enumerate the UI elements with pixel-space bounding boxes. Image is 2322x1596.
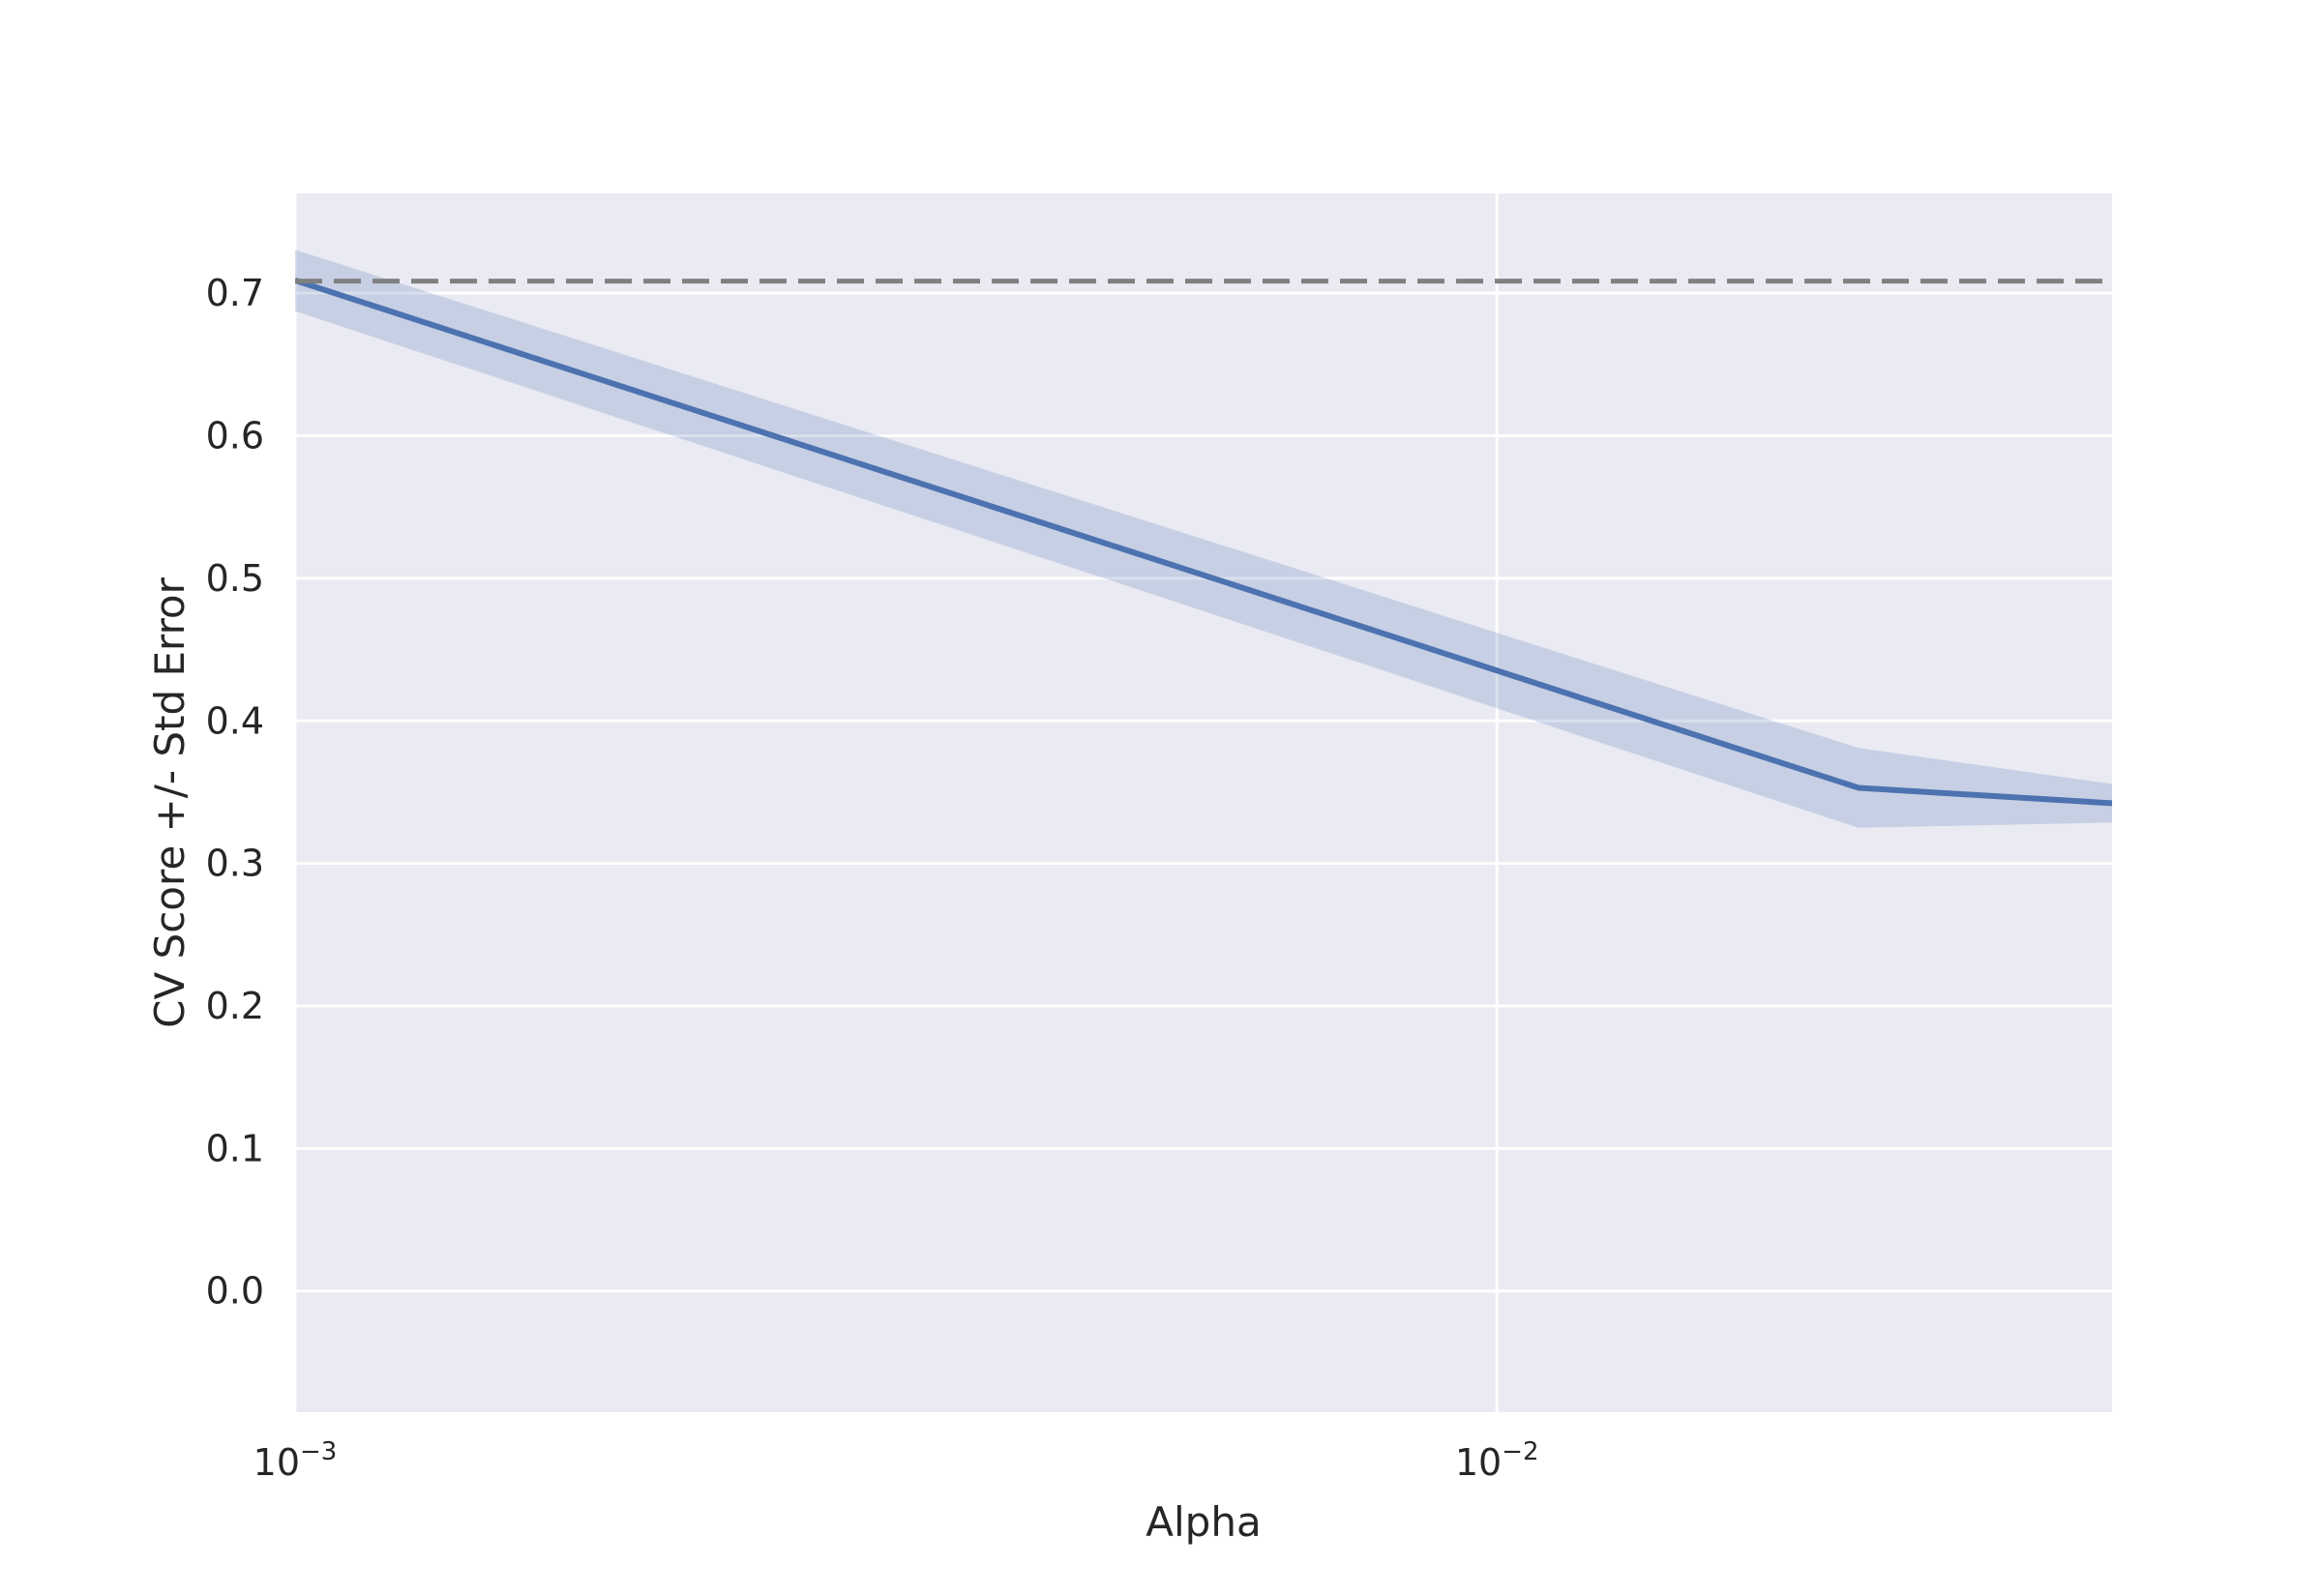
y-tick-label: 0.6: [206, 415, 264, 458]
y-tick-label: 0.4: [206, 699, 264, 742]
y-axis-label: CV Score +/- Std Error: [146, 576, 194, 1027]
y-tick-label: 0.3: [206, 842, 264, 885]
plot-background: [295, 193, 2112, 1412]
y-tick-label: 0.1: [206, 1127, 264, 1169]
plot-layer: 0.0 0.1 0.2 0.3 0.4 0.5 0.6 0.7 10−3 10−2 Alpha CV …: [146, 193, 2112, 1546]
cv-score-line: [295, 278, 2112, 807]
y-tick-label: 0.5: [206, 557, 264, 600]
x-axis-label: Alpha: [1146, 1498, 1261, 1546]
x-tick-label: 10−3: [253, 1437, 338, 1484]
y-tick-label: 0.7: [206, 272, 264, 314]
y-tick-label: 0.0: [206, 1270, 264, 1313]
std-error-band: [295, 250, 2112, 828]
x-tick-label: 10−2: [1455, 1437, 1539, 1484]
y-tick-label: 0.2: [206, 985, 264, 1027]
plot-content: [295, 250, 2112, 828]
